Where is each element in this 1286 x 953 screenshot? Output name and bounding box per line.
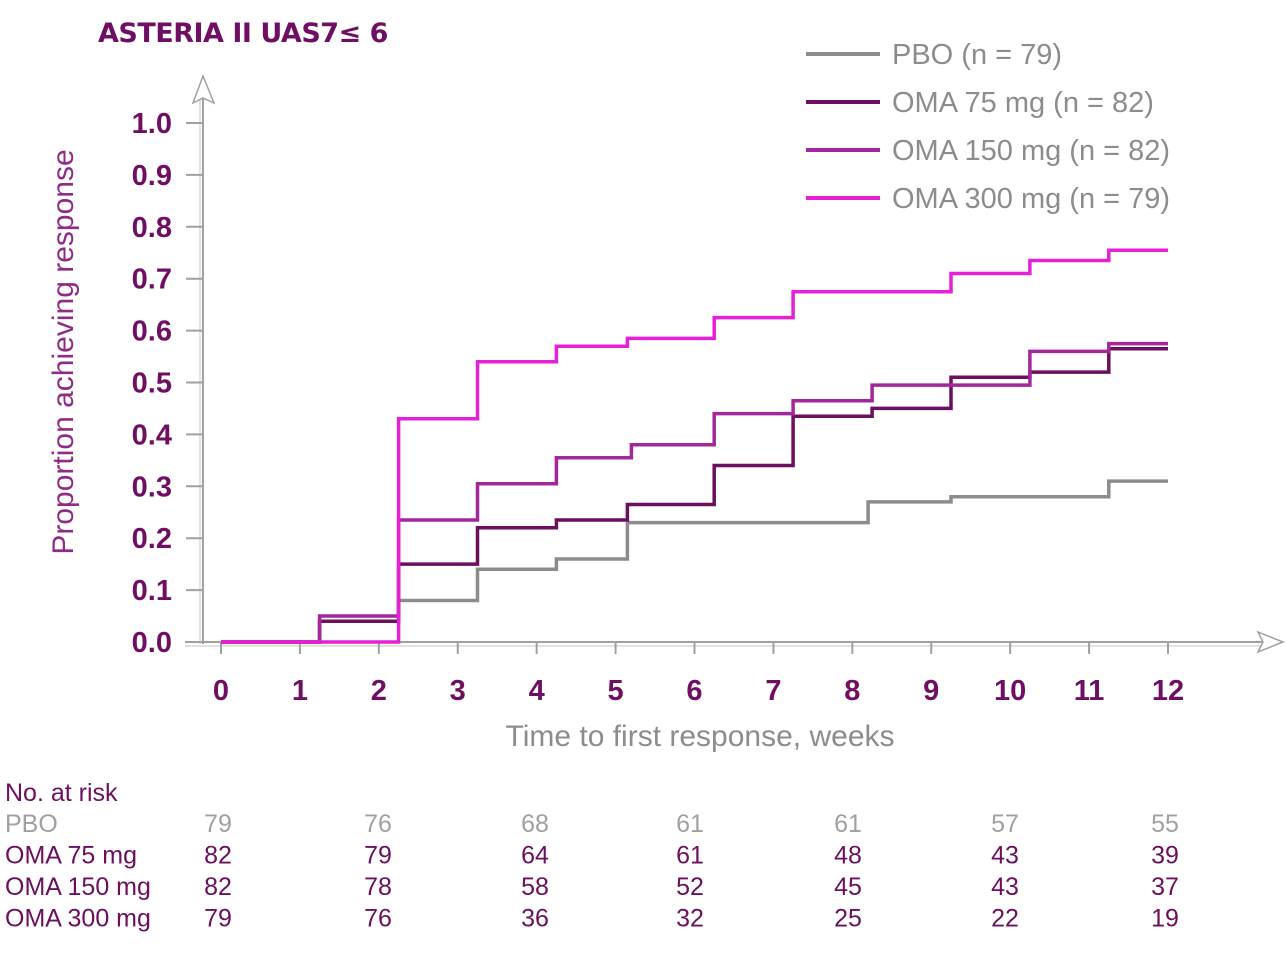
y-tick-label: 1.0 bbox=[132, 108, 172, 140]
legend-label: OMA 150 mg (n = 82) bbox=[892, 135, 1170, 167]
y-axis-label: Proportion achieving response bbox=[47, 149, 80, 554]
at-risk-value: 32 bbox=[676, 905, 704, 933]
y-tick-label: 0.9 bbox=[132, 160, 172, 192]
x-tick-label: 12 bbox=[1152, 675, 1184, 707]
at-risk-value: 61 bbox=[834, 810, 862, 838]
x-ticks: 0 1 2 3 4 5 6 7 8 9 10 11 12 bbox=[213, 642, 1184, 707]
chart-title: ASTERIA II UAS7≤ 6 bbox=[98, 18, 388, 49]
at-risk-value: 19 bbox=[1151, 905, 1179, 933]
x-axis-label: Time to first response, weeks bbox=[505, 720, 894, 753]
y-tick-label: 0.6 bbox=[132, 316, 172, 348]
series-line-4 bbox=[221, 248, 1168, 644]
x-axis-arrow bbox=[1256, 630, 1286, 654]
at-risk-value: 57 bbox=[991, 810, 1019, 838]
y-tick-label: 0.1 bbox=[132, 575, 172, 607]
legend: PBO (n = 79) OMA 75 mg (n = 82) OMA 150 mg… bbox=[806, 39, 1170, 215]
at-risk-value: 36 bbox=[521, 905, 549, 933]
x-tick-label: 6 bbox=[686, 675, 702, 707]
y-tick-label: 0.7 bbox=[132, 264, 172, 296]
at-risk-value: 76 bbox=[364, 905, 392, 933]
x-tick-label: 9 bbox=[923, 675, 939, 707]
at-risk-value: 39 bbox=[1151, 842, 1179, 870]
at-risk-value: 82 bbox=[204, 873, 232, 901]
at-risk-value: 52 bbox=[676, 873, 704, 901]
legend-label: PBO (n = 79) bbox=[892, 39, 1062, 71]
y-tick-label: 0.0 bbox=[132, 627, 172, 659]
at-risk-value: 79 bbox=[204, 905, 232, 933]
at-risk-value: 79 bbox=[204, 810, 232, 838]
at-risk-value: 82 bbox=[204, 842, 232, 870]
x-tick-label: 3 bbox=[450, 675, 466, 707]
at-risk-value: 25 bbox=[834, 905, 862, 933]
y-tick-label: 0.3 bbox=[132, 471, 172, 503]
at-risk-row-label: OMA 150 mg bbox=[5, 873, 151, 901]
axes bbox=[185, 73, 1286, 654]
at-risk-value: 55 bbox=[1151, 810, 1179, 838]
legend-label: OMA 75 mg (n = 82) bbox=[892, 87, 1154, 119]
series-line-3 bbox=[221, 341, 1168, 644]
at-risk-value: 79 bbox=[364, 842, 392, 870]
x-tick-label: 5 bbox=[608, 675, 624, 707]
x-tick-label: 7 bbox=[765, 675, 781, 707]
at-risk-row-label: PBO bbox=[5, 810, 58, 838]
x-tick-label: 8 bbox=[844, 675, 860, 707]
at-risk-value: 61 bbox=[676, 842, 704, 870]
legend-label: OMA 300 mg (n = 79) bbox=[892, 183, 1170, 215]
y-tick-label: 0.4 bbox=[132, 419, 172, 451]
at-risk-row-label: OMA 300 mg bbox=[5, 905, 151, 933]
x-tick-label: 2 bbox=[371, 675, 387, 707]
at-risk-row-label: OMA 75 mg bbox=[5, 842, 137, 870]
at-risk-value: 43 bbox=[991, 842, 1019, 870]
at-risk-value: 45 bbox=[834, 873, 862, 901]
at-risk-value: 61 bbox=[676, 810, 704, 838]
at-risk-value: 22 bbox=[991, 905, 1019, 933]
y-tick-label: 0.8 bbox=[132, 212, 172, 244]
at-risk-value: 76 bbox=[364, 810, 392, 838]
at-risk-value: 58 bbox=[521, 873, 549, 901]
at-risk-value: 78 bbox=[364, 873, 392, 901]
y-axis-arrow bbox=[191, 73, 216, 105]
y-ticks: 0.0 0.1 0.2 0.3 0.4 0.5 0.6 0.7 0.8 0.9 1.0 bbox=[132, 108, 203, 659]
x-tick-label: 1 bbox=[292, 675, 308, 707]
at-risk-value: 68 bbox=[521, 810, 549, 838]
x-tick-label: 11 bbox=[1074, 675, 1105, 707]
x-tick-label: 4 bbox=[529, 675, 545, 707]
at-risk-value: 64 bbox=[521, 842, 549, 870]
y-tick-label: 0.2 bbox=[132, 523, 172, 555]
at-risk-table: PBO 79 76 68 61 61 57 55 OMA 75 mg 82 79 64 61 48 43 39… bbox=[5, 810, 1179, 933]
at-risk-title: No. at risk bbox=[5, 779, 118, 807]
y-tick-label: 0.5 bbox=[132, 368, 172, 400]
x-tick-label: 0 bbox=[213, 675, 229, 707]
at-risk-value: 43 bbox=[991, 873, 1019, 901]
at-risk-value: 48 bbox=[834, 842, 862, 870]
at-risk-value: 37 bbox=[1151, 873, 1179, 901]
series-lines bbox=[221, 248, 1168, 644]
x-tick-label: 10 bbox=[994, 675, 1026, 707]
